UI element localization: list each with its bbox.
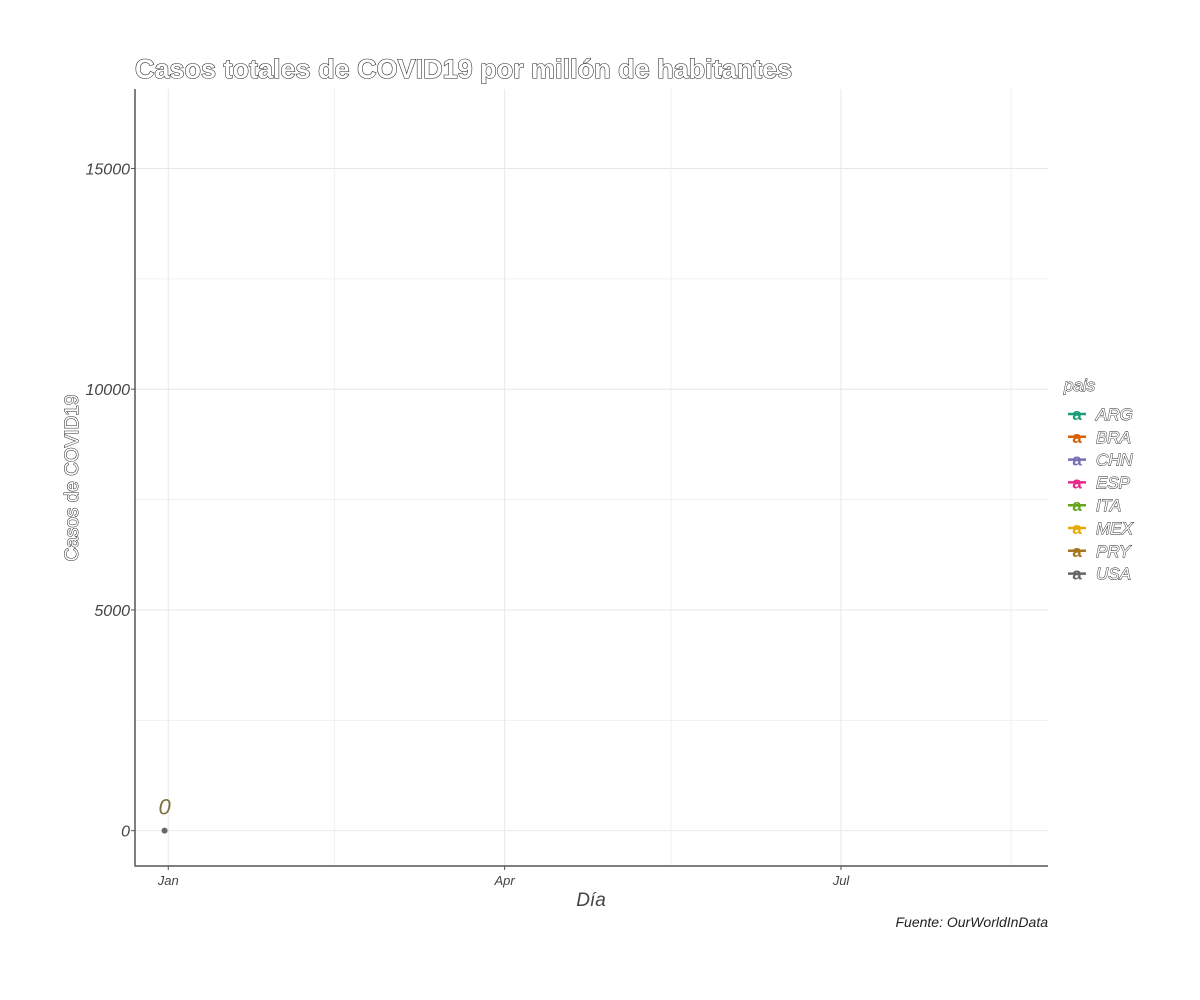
legend-key-glyph: a xyxy=(1072,473,1082,492)
legend-key-glyph: a xyxy=(1072,428,1082,447)
y-tick-labels: 0 5000 10000 15000 xyxy=(86,161,135,841)
legend-label: ARG xyxy=(1095,405,1133,424)
legend-key-glyph: a xyxy=(1072,451,1082,470)
x-tick-label: Jul xyxy=(832,873,851,888)
legend-label: BRA xyxy=(1096,428,1131,447)
legend-entry: a ARG xyxy=(1068,405,1133,424)
legend-label: ESP xyxy=(1096,473,1131,492)
x-tick-label: Jan xyxy=(157,873,179,888)
legend-key-glyph: a xyxy=(1072,405,1082,424)
y-axis-label: Casos de COVID19 xyxy=(62,395,83,562)
x-tick-label: Apr xyxy=(494,873,516,888)
legend-entry: a CHN xyxy=(1068,450,1134,470)
legend-entry: a ITA xyxy=(1068,496,1122,516)
legend-key-glyph: a xyxy=(1072,496,1082,515)
legend-entry: a MEX xyxy=(1068,519,1134,538)
legend-key-glyph: a xyxy=(1072,542,1082,561)
x-axis-label: Día xyxy=(576,890,606,911)
data-label: 0 xyxy=(158,795,171,820)
series xyxy=(161,827,168,834)
chart-title: Casos totales de COVID19 por millón de h… xyxy=(135,54,792,84)
legend-label: ITA xyxy=(1096,496,1121,515)
legend-entry: a PRY xyxy=(1068,541,1132,561)
source-caption: Fuente: OurWorldInData xyxy=(895,914,1048,930)
legend-entry: a ESP xyxy=(1068,473,1131,493)
legend-label: CHN xyxy=(1096,451,1134,470)
y-tick-label: 5000 xyxy=(94,603,130,620)
y-tick-label: 0 xyxy=(121,824,130,841)
legend-label: USA xyxy=(1096,565,1131,584)
legend-entry: a USA xyxy=(1068,564,1131,584)
grid-lines xyxy=(135,89,1048,866)
axes xyxy=(134,89,1048,867)
legend-label: PRY xyxy=(1096,542,1132,561)
legend-key-glyph: a xyxy=(1072,565,1082,584)
data-point xyxy=(161,827,168,834)
legend-entry: a BRA xyxy=(1068,427,1131,447)
data-labels: 0 xyxy=(158,795,171,820)
x-tick-labels: Jan Apr Jul xyxy=(157,866,851,888)
legend-entries: a ARG a BRA a CHN a ESP a ITA a MEX a PRY a USA xyxy=(1068,405,1134,584)
legend: pais a ARG a BRA a CHN a ESP a ITA a MEX a PRY a USA xyxy=(1063,376,1134,584)
legend-key-glyph: a xyxy=(1072,519,1082,538)
legend-title: pais xyxy=(1063,376,1096,395)
legend-label: MEX xyxy=(1096,519,1134,538)
y-tick-label: 10000 xyxy=(86,382,131,399)
y-tick-label: 15000 xyxy=(86,161,131,178)
